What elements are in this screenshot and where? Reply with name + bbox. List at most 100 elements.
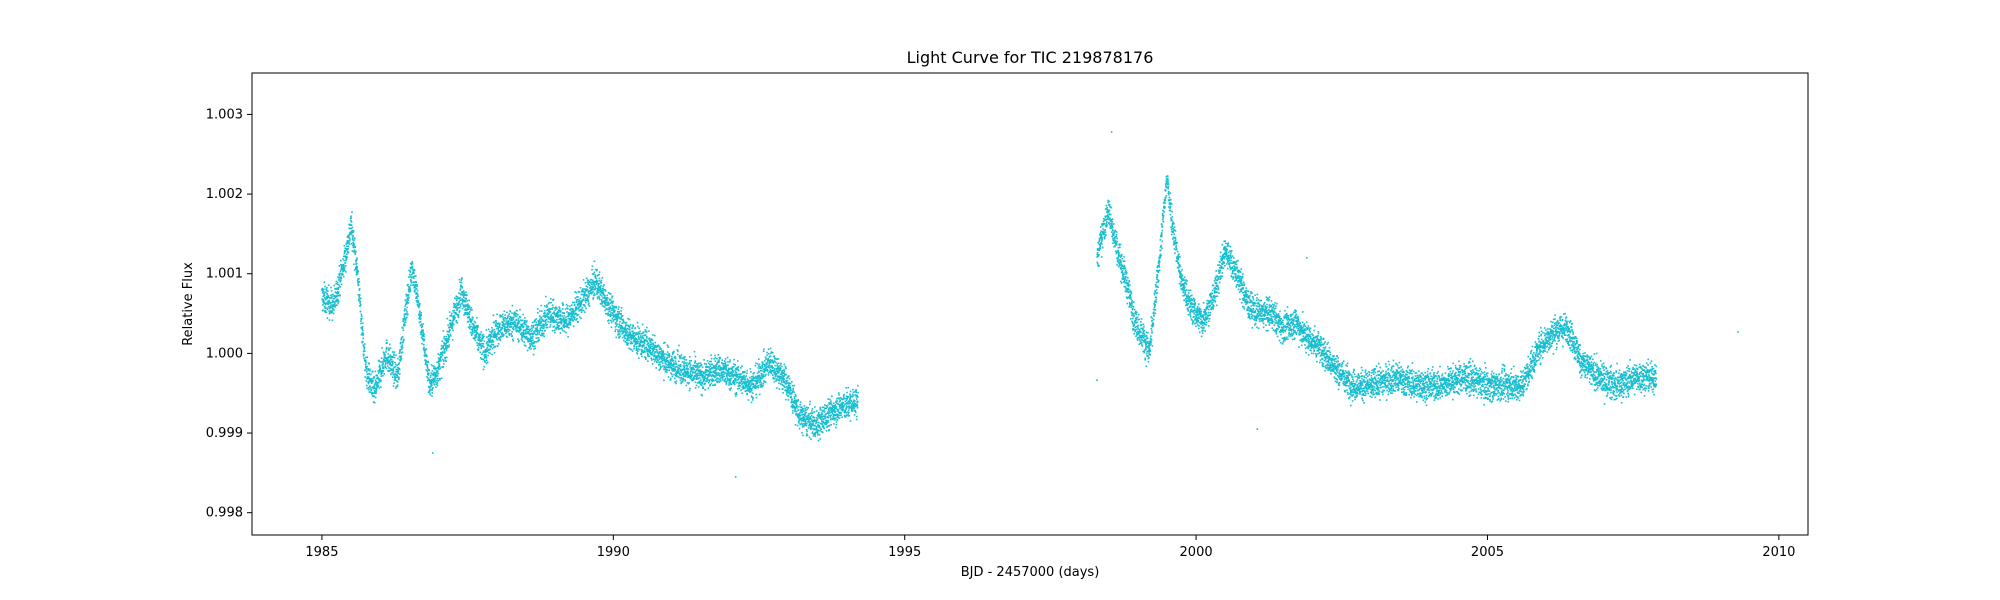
data-point	[773, 378, 776, 380]
data-point	[623, 327, 626, 330]
data-point	[459, 281, 461, 283]
data-point	[644, 347, 646, 349]
data-point	[781, 384, 784, 386]
data-point	[434, 368, 436, 371]
data-point	[344, 265, 347, 267]
data-point	[817, 423, 819, 426]
data-point	[721, 378, 724, 381]
data-point	[759, 370, 762, 372]
data-point	[601, 299, 603, 301]
data-point	[621, 318, 623, 321]
data-point	[786, 379, 789, 382]
data-point	[574, 297, 577, 299]
data-point	[370, 380, 373, 383]
data-point	[680, 356, 682, 358]
data-point	[448, 331, 451, 333]
data-point	[736, 381, 738, 384]
data-point	[806, 434, 809, 437]
data-point	[817, 421, 820, 424]
data-point	[461, 298, 464, 300]
data-point	[336, 281, 339, 284]
data-point	[614, 330, 616, 333]
data-point	[718, 364, 720, 367]
data-point	[333, 301, 336, 303]
data-point	[647, 360, 649, 362]
data-point	[819, 406, 822, 409]
data-point	[409, 262, 412, 265]
data-point	[609, 315, 612, 318]
data-point	[607, 301, 610, 303]
data-point	[779, 383, 782, 385]
data-point	[543, 335, 545, 338]
data-point	[509, 323, 512, 325]
data-point	[531, 329, 533, 332]
data-point	[574, 290, 576, 293]
data-point	[771, 370, 774, 372]
data-point	[548, 318, 550, 320]
data-point	[571, 314, 574, 317]
data-point	[475, 331, 477, 333]
data-point	[539, 310, 541, 312]
data-point	[544, 309, 546, 312]
data-point	[777, 376, 779, 379]
data-point	[635, 343, 638, 345]
data-point	[768, 367, 771, 369]
data-point	[520, 324, 523, 327]
data-point	[415, 297, 417, 299]
data-point	[635, 338, 638, 341]
data-point	[394, 379, 397, 381]
data-point	[680, 365, 682, 368]
data-point	[797, 421, 800, 424]
data-point	[407, 295, 410, 297]
data-point	[576, 318, 578, 320]
data-point	[501, 321, 504, 323]
data-point	[502, 322, 505, 324]
data-point	[737, 365, 740, 368]
data-point	[637, 336, 640, 338]
data-point	[806, 430, 808, 433]
data-point	[340, 280, 342, 282]
data-point	[712, 384, 714, 387]
data-point	[827, 411, 829, 413]
data-point	[433, 378, 435, 380]
data-point	[337, 291, 340, 293]
data-point	[786, 386, 788, 388]
data-point	[488, 333, 491, 336]
data-point	[740, 379, 743, 382]
data-point	[774, 375, 777, 378]
data-point	[481, 335, 484, 337]
data-point	[553, 319, 555, 321]
data-point	[728, 388, 731, 390]
data-point	[622, 318, 624, 321]
data-point	[649, 351, 651, 354]
data-point	[773, 371, 775, 373]
data-point	[401, 336, 403, 339]
data-point	[534, 345, 536, 348]
data-point	[370, 379, 372, 381]
data-point	[835, 402, 838, 404]
data-point	[598, 271, 601, 273]
data-point	[630, 338, 633, 340]
data-point	[500, 335, 502, 338]
data-point	[549, 326, 551, 328]
data-point	[331, 304, 333, 306]
data-point	[711, 378, 713, 380]
data-point	[397, 366, 399, 369]
data-point	[710, 368, 712, 370]
data-point	[503, 330, 506, 333]
data-point	[366, 371, 368, 373]
data-point	[752, 383, 755, 385]
data-point	[358, 278, 360, 280]
data-point	[362, 322, 364, 324]
data-point	[643, 345, 645, 347]
data-point	[513, 320, 516, 323]
data-point	[326, 286, 328, 289]
data-point	[694, 375, 696, 377]
data-point	[396, 364, 399, 367]
data-point	[494, 333, 497, 335]
data-point	[460, 279, 463, 282]
data-point	[603, 305, 605, 308]
data-point	[342, 273, 344, 276]
data-point	[546, 326, 549, 329]
data-point	[394, 377, 397, 380]
